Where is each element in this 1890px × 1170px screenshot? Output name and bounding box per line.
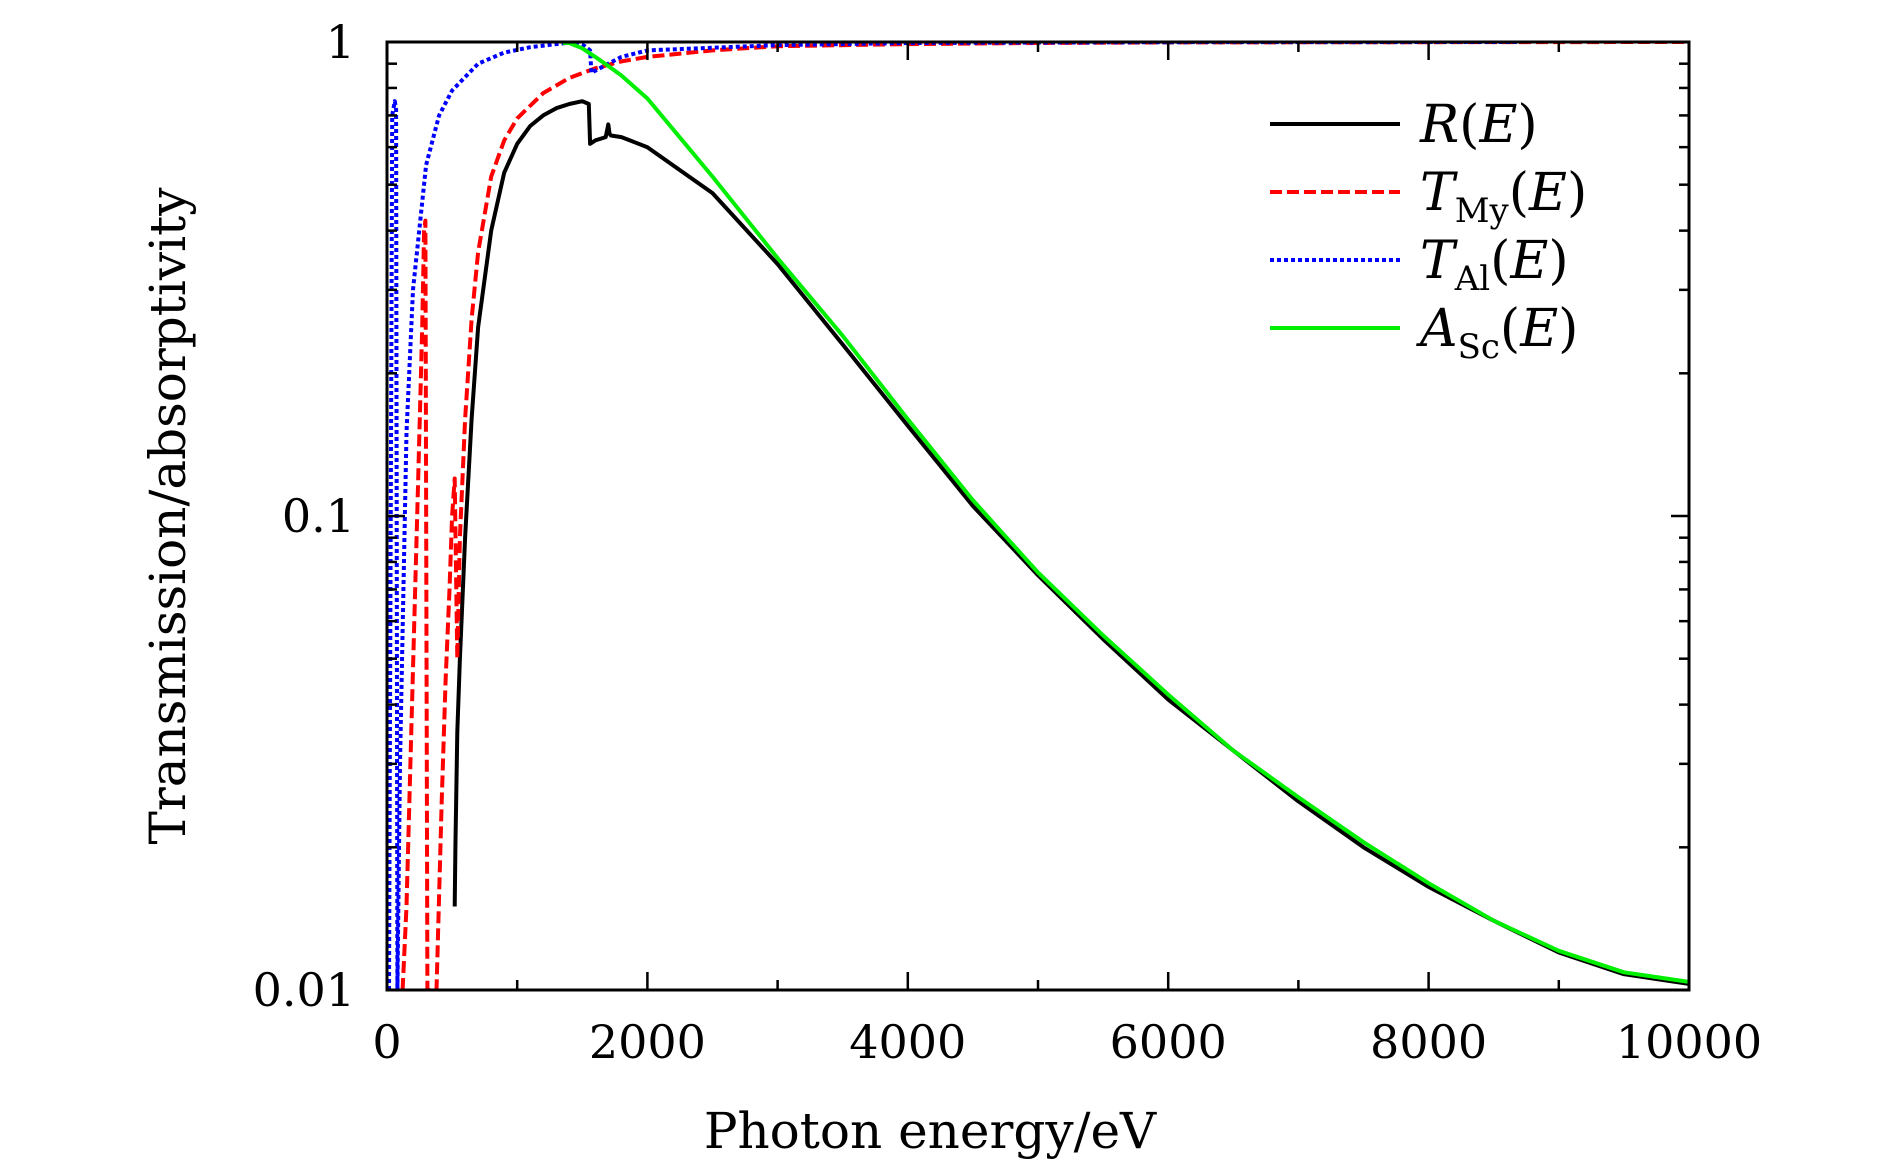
plot-frame: [385, 40, 1691, 992]
x-tick-label: 6000: [1110, 1015, 1227, 1069]
legend-label-1: TMy(E): [1420, 163, 1587, 231]
y-tick-label: 0.01: [253, 963, 355, 1017]
y-axis-title: Transmission/absorptivity: [139, 187, 197, 845]
legend: R(E) TMy(E)TAl(E)ASc(E): [1270, 95, 1587, 367]
x-tick-label: 4000: [849, 1015, 966, 1069]
series-line-2: [387, 42, 1520, 990]
x-tick-label: 0: [372, 1015, 401, 1069]
x-tick-labels: 0 2000 4000 6000 8000 10000: [372, 1015, 1762, 1069]
x-axis-title: Photon energy/eV: [704, 1102, 1157, 1160]
y-tick-labels: 0.01 0.1 1: [253, 15, 355, 1017]
legend-label-2: TAl(E): [1420, 231, 1569, 299]
x-tick-label: 10000: [1616, 1015, 1762, 1069]
y-tick-label: 1: [326, 15, 355, 69]
legend-label-3: ASc(E): [1416, 299, 1578, 367]
series-layer: [387, 42, 1689, 990]
y-tick-label: 0.1: [282, 489, 355, 543]
series-line-3: [562, 42, 1689, 984]
legend-label-0: R(E): [1419, 95, 1538, 155]
x-tick-label: 8000: [1370, 1015, 1487, 1069]
x-tick-label: 2000: [589, 1015, 706, 1069]
